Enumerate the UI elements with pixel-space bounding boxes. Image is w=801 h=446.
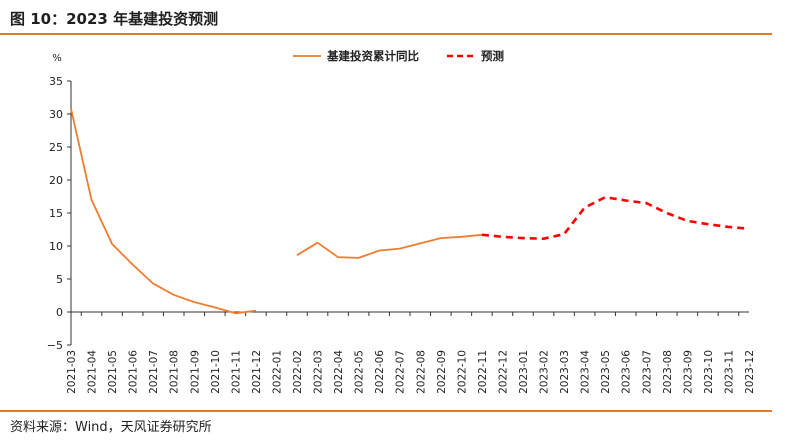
data-point xyxy=(522,237,524,239)
x-tick-label: 2023-06 xyxy=(621,350,633,394)
x-tick-label: 2023-12 xyxy=(744,350,756,394)
data-point xyxy=(625,199,627,201)
data-point xyxy=(460,236,462,238)
x-tick-label: 2022-03 xyxy=(313,350,325,394)
x-tick-label: 2022-09 xyxy=(436,350,448,394)
y-tick-label: 25 xyxy=(49,141,63,154)
y-tick-label: 35 xyxy=(49,75,63,88)
data-point xyxy=(90,199,92,201)
data-point xyxy=(686,220,688,222)
x-tick-label: 2023-03 xyxy=(559,350,571,394)
x-tick-label: 2023-11 xyxy=(723,350,735,394)
x-tick-label: 2023-01 xyxy=(518,350,530,394)
y-tick-label: 5 xyxy=(56,273,63,286)
x-tick-label: 2022-01 xyxy=(271,350,283,394)
x-tick-label: 2023-07 xyxy=(641,350,653,394)
data-point xyxy=(501,236,503,238)
x-tick-label: 2022-08 xyxy=(415,350,427,394)
data-point xyxy=(378,249,380,251)
y-tick-label: 30 xyxy=(49,108,63,121)
data-point xyxy=(399,247,401,249)
x-tick-label: 2021-03 xyxy=(66,350,78,394)
x-tick-label: 2023-10 xyxy=(703,350,715,394)
data-point xyxy=(255,309,257,311)
x-tick-label: 2023-08 xyxy=(662,350,674,394)
data-point xyxy=(604,196,606,198)
x-tick-label: 2021-05 xyxy=(107,350,119,394)
y-tick-label: −5 xyxy=(47,339,63,352)
figure-title: 图 10：2023 年基建投资预测 xyxy=(10,10,219,28)
y-tick-label: 20 xyxy=(49,174,63,187)
x-tick-label: 2021-08 xyxy=(169,350,181,394)
series-line-1 xyxy=(70,108,482,315)
data-point xyxy=(542,238,544,240)
series-line-2 xyxy=(481,195,750,240)
data-point xyxy=(152,282,154,284)
data-point xyxy=(419,242,421,244)
x-tick-label: 2022-12 xyxy=(497,350,509,394)
data-point xyxy=(337,256,339,258)
data-point xyxy=(583,207,585,209)
x-tick-label: 2022-11 xyxy=(477,350,489,394)
data-point xyxy=(727,226,729,228)
data-point xyxy=(440,237,442,239)
x-tick-label: 2022-10 xyxy=(456,350,468,394)
legend-label-1: 基建投资累计同比 xyxy=(326,49,419,63)
x-tick-label: 2021-09 xyxy=(189,350,201,394)
x-tick-label: 2021-07 xyxy=(148,350,160,394)
y-tick-label: 0 xyxy=(56,306,63,319)
data-point xyxy=(666,212,668,214)
data-point xyxy=(131,263,133,265)
x-tick-label: 2022-04 xyxy=(333,350,345,394)
x-tick-label: 2022-02 xyxy=(292,350,304,394)
y-axis-unit: % xyxy=(52,53,62,64)
data-point xyxy=(193,301,195,303)
series-layer xyxy=(70,108,750,315)
x-tick-label: 2021-11 xyxy=(230,350,242,394)
data-point xyxy=(645,202,647,204)
x-tick-label: 2023-05 xyxy=(600,350,612,394)
data-point xyxy=(748,228,750,230)
x-tick-label: 2023-02 xyxy=(539,350,551,394)
y-tick-label: 10 xyxy=(49,240,63,253)
x-tick-label: 2022-06 xyxy=(374,350,386,394)
y-tick-label: 15 xyxy=(49,207,63,220)
data-point xyxy=(234,312,236,314)
data-point xyxy=(481,234,483,236)
x-tick-label: 2021-12 xyxy=(251,350,263,394)
data-point xyxy=(707,223,709,225)
x-tick-label: 2021-04 xyxy=(87,350,99,394)
x-tick-label: 2021-10 xyxy=(210,350,222,394)
data-point xyxy=(296,254,298,256)
data-point xyxy=(214,306,216,308)
x-tick-label: 2022-05 xyxy=(354,350,366,394)
data-point xyxy=(316,242,318,244)
data-point xyxy=(111,243,113,245)
data-point xyxy=(357,257,359,259)
source-rule xyxy=(0,410,772,412)
x-tick-label: 2021-06 xyxy=(128,350,140,394)
x-tick-label: 2023-09 xyxy=(682,350,694,394)
legend: 基建投资累计同比 预测 xyxy=(293,49,504,63)
data-point xyxy=(173,294,175,296)
data-point xyxy=(70,108,72,110)
source-note: 资料来源：Wind，天风证券研究所 xyxy=(10,420,212,435)
x-tick-label: 2023-04 xyxy=(580,350,592,394)
axes: −5 0 5 10 15 20 25 30 35 2021-03 2021-04 2021-05 202… xyxy=(47,75,756,394)
x-tick-label: 2022-07 xyxy=(395,350,407,394)
legend-label-2: 预测 xyxy=(481,49,504,63)
data-point xyxy=(563,233,565,235)
title-rule xyxy=(0,33,772,35)
